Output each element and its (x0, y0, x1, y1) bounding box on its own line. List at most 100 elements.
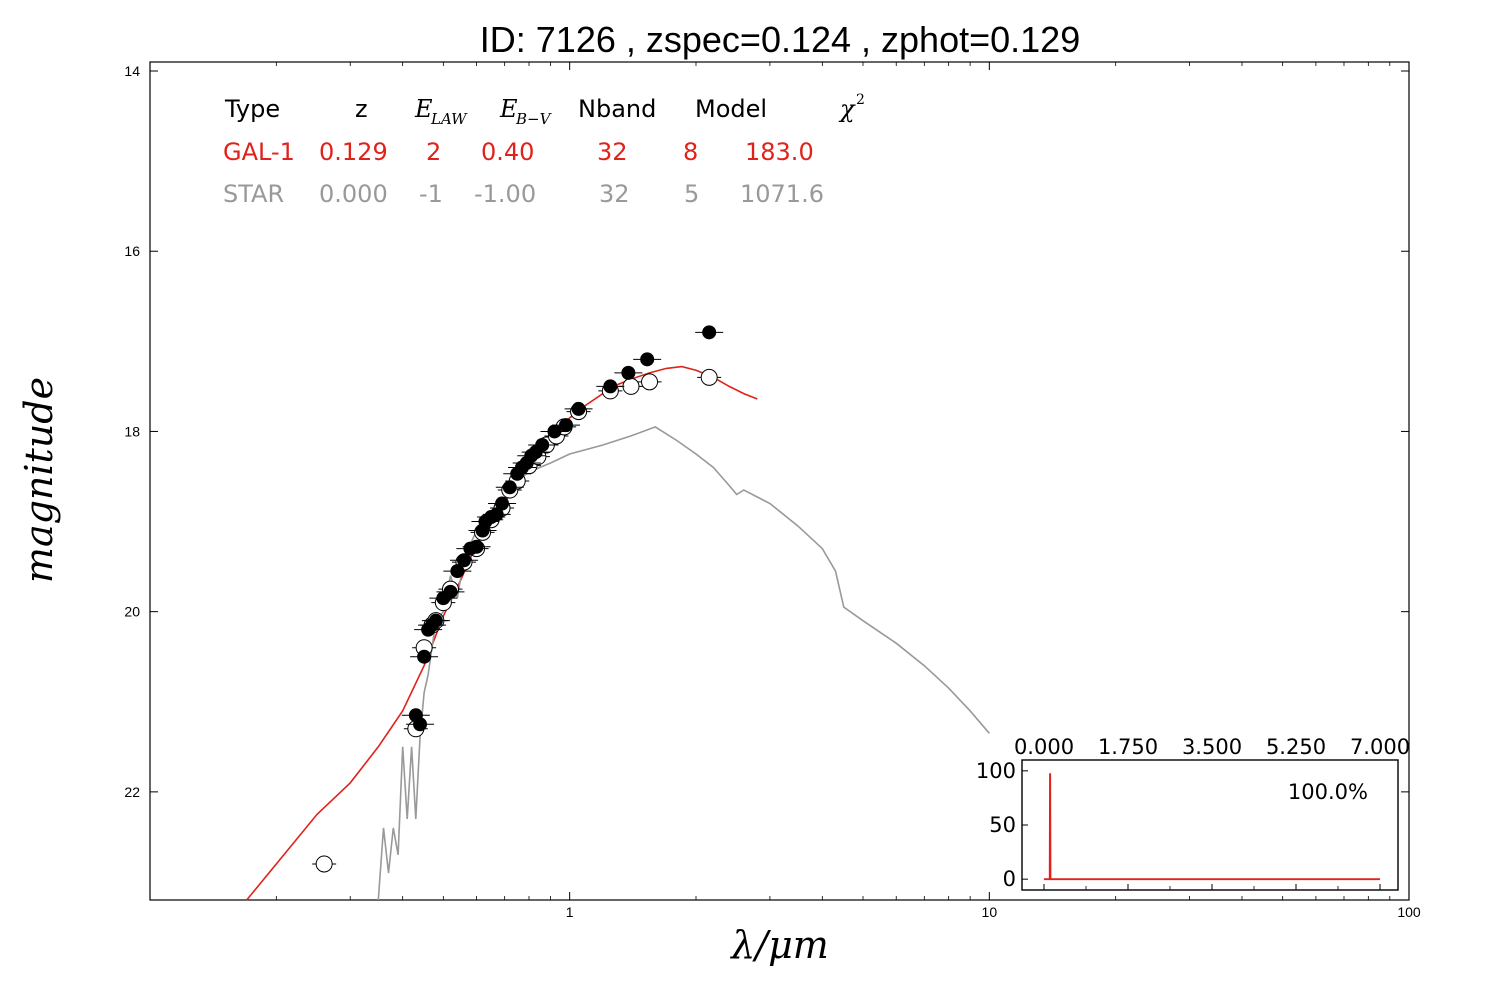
header-ebv: E B−V (499, 95, 553, 128)
gal-chi2: 183.0 (745, 138, 814, 166)
svg-text:LAW: LAW (430, 110, 468, 128)
model-magnitude-point (697, 368, 722, 386)
observed-magnitude-point (449, 553, 478, 568)
star-elaw: -1 (419, 180, 443, 208)
open-marker (315, 855, 333, 873)
observed-magnitude-point (421, 613, 450, 628)
observed-magnitude-point (695, 325, 724, 340)
header-z: z (355, 95, 368, 123)
inset-x-tick-label: 5.250 (1266, 735, 1326, 759)
filled-marker (443, 584, 458, 599)
gal-type: GAL-1 (223, 138, 295, 166)
star-ebv: -1.00 (474, 180, 536, 208)
star-z: 0.000 (319, 180, 388, 208)
svg-text:χ: χ (838, 95, 856, 123)
open-marker (700, 368, 718, 386)
row-gal: GAL-1 0.129 2 0.40 32 8 183.0 (223, 138, 814, 166)
y-tick-label: 18 (124, 423, 140, 439)
filled-marker (502, 480, 517, 495)
header-nband: Nband (578, 95, 656, 123)
x-tick-label: 1 (566, 904, 574, 920)
filled-marker (535, 437, 550, 452)
y-tick-label: 14 (124, 63, 140, 79)
filled-marker (417, 649, 432, 664)
filled-marker (603, 379, 618, 394)
star-nband: 32 (599, 180, 630, 208)
inset-x-tick-label: 3.500 (1182, 735, 1242, 759)
filled-marker (495, 496, 510, 511)
gal-model: 8 (683, 138, 698, 166)
x-tick-label: 10 (982, 904, 998, 920)
fit-summary-table: Type z E LAW E B−V Nband Model χ 2 GAL-1… (223, 92, 865, 208)
gal-ebv: 0.40 (481, 138, 534, 166)
header-type: Type (224, 95, 280, 123)
gal-nband: 32 (597, 138, 628, 166)
filled-marker (413, 717, 428, 732)
observed-magnitude-point (436, 584, 465, 599)
observed-magnitude-point (410, 649, 439, 664)
y-tick-label: 20 (124, 604, 140, 620)
row-star: STAR 0.000 -1 -1.00 32 5 1071.6 (223, 180, 824, 208)
observed-magnitude-point (482, 507, 511, 522)
star-chi2: 1071.6 (740, 180, 824, 208)
chart-title: ID: 7126 , zspec=0.124 , zphot=0.129 (480, 19, 1080, 60)
observed-magnitude-point (462, 539, 491, 554)
header-model: Model (695, 95, 767, 123)
y-tick-label: 22 (124, 784, 140, 800)
svg-text:B−V: B−V (515, 110, 553, 128)
y-axis-label: magnitude (17, 377, 61, 583)
observed-magnitude-point (443, 564, 472, 579)
header-elaw: E LAW (414, 95, 468, 128)
filled-marker (621, 365, 636, 380)
model-magnitude-point (312, 855, 337, 873)
model-magnitude-point (637, 373, 662, 391)
y-tick-label: 16 (124, 243, 140, 259)
filled-marker (558, 418, 573, 433)
filled-marker (456, 553, 471, 568)
observed-magnitude-point (633, 352, 662, 367)
filled-marker (571, 401, 586, 416)
gal-elaw: 2 (426, 138, 441, 166)
gal-z: 0.129 (319, 138, 388, 166)
svg-text:2: 2 (856, 92, 865, 108)
observed-magnitude-point (406, 717, 435, 732)
inset-frame (1021, 759, 1399, 891)
open-marker (622, 377, 640, 395)
inset-annotation: 100.0% (1288, 780, 1368, 804)
redshift-pdf-inset: 0.000 1.750 3.500 5.250 7.000 0 50 100 100.0% (976, 735, 1410, 891)
svg-text:E: E (499, 95, 518, 123)
x-axis-label: λ/μm (729, 923, 829, 967)
filled-marker (489, 507, 504, 522)
filled-marker (469, 539, 484, 554)
observed-magnitude-point (596, 379, 625, 394)
svg-text:E: E (414, 95, 433, 123)
plot-frame (149, 61, 1410, 901)
inset-y-tick-label: 100 (976, 759, 1016, 783)
series-line-star (377, 426, 990, 901)
filled-marker (702, 325, 717, 340)
filled-marker (640, 352, 655, 367)
inset-x-tick-label: 1.750 (1098, 735, 1158, 759)
inset-y-tick-label: 50 (989, 813, 1016, 837)
observed-magnitude-point (551, 418, 580, 433)
star-type: STAR (223, 180, 284, 208)
filled-marker (547, 424, 562, 439)
inset-x-tick-label: 7.000 (1350, 735, 1410, 759)
observed-magnitude-point (488, 496, 517, 511)
inset-x-tick-label: 0.000 (1014, 735, 1074, 759)
filled-marker (450, 564, 465, 579)
inset-y-tick-label: 0 (1003, 867, 1016, 891)
observed-magnitude-point (614, 365, 643, 380)
header-chi2: χ 2 (838, 92, 865, 123)
inset-pdf-line (1044, 773, 1380, 881)
data-markers (312, 325, 724, 873)
observed-magnitude-point (528, 437, 557, 452)
star-model: 5 (684, 180, 699, 208)
x-tick-label: 100 (1397, 904, 1421, 920)
open-marker (641, 373, 659, 391)
inset-ticks: 0.000 1.750 3.500 5.250 7.000 0 50 100 (976, 735, 1410, 891)
filled-marker (428, 613, 443, 628)
observed-magnitude-point (564, 401, 593, 416)
